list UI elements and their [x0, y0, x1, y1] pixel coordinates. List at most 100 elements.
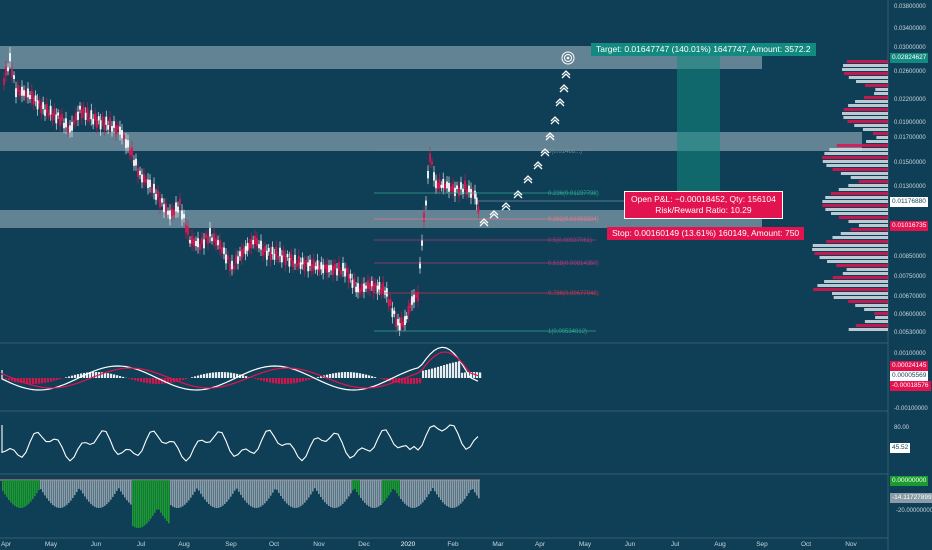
osc-bar: [82, 480, 84, 494]
macd-hist-bar: [23, 378, 26, 384]
candle-body: [370, 280, 373, 287]
osc-bar: [294, 480, 296, 508]
projection-arrow: [545, 132, 555, 141]
macd-hist-bar: [50, 378, 53, 382]
candle-body: [117, 125, 119, 130]
macd-hist-bar: [35, 378, 38, 384]
macd-hist-bar: [455, 361, 458, 378]
osc-bar: [292, 480, 294, 508]
volume-profile-bar: [838, 188, 888, 191]
osc-bar: [276, 480, 278, 490]
stop-label[interactable]: Stop: 0.00160149 (13.61%) 160149, Amount…: [607, 227, 805, 240]
target-ring-icon: [561, 51, 575, 65]
osc-bar: [420, 480, 422, 505]
candle-body: [57, 112, 60, 116]
osc-bar: [102, 480, 104, 508]
osc-bar: [372, 480, 374, 508]
candle-body: [94, 113, 96, 121]
volume-profile-bar: [843, 116, 888, 119]
projection-arrow: [523, 175, 533, 184]
macd-hist-bar: [146, 378, 149, 384]
candle-body: [400, 317, 403, 326]
candle-body: [233, 265, 235, 270]
osc-bar: [304, 480, 306, 503]
osc-bar: [454, 480, 456, 508]
volume-profile-bar: [858, 180, 888, 183]
price-tick: 0.02200000: [894, 97, 926, 103]
osc-bar: [10, 480, 12, 503]
candle-body: [38, 100, 41, 104]
osc-bar: [386, 480, 388, 499]
time-label: Sep: [225, 541, 237, 548]
macd-hist-bar: [257, 378, 260, 380]
osc-bar: [282, 480, 284, 499]
candle-body: [436, 183, 439, 189]
candle-body: [380, 288, 383, 295]
macd-hist-bar: [353, 372, 356, 378]
macd-hist-bar: [395, 378, 398, 383]
candle-body: [123, 135, 125, 139]
macd-hist-bar: [305, 378, 308, 381]
osc-bar: [338, 480, 340, 507]
osc-bar: [408, 480, 410, 507]
osc-bar: [178, 480, 180, 508]
target-label[interactable]: Target: 0.01647747 (140.01%) 1647747, Am…: [591, 43, 816, 56]
osc-bar: [470, 480, 472, 490]
volume-profile-bar: [842, 68, 888, 71]
macd-hist-bar: [263, 378, 266, 382]
osc-bar: [30, 480, 32, 502]
signal-line: [1, 351, 479, 389]
osc-bar: [416, 480, 418, 508]
target-area: [677, 50, 720, 208]
candle-body: [286, 253, 289, 258]
osc-bar: [220, 480, 222, 507]
price-tick: 0.01700000: [894, 135, 926, 141]
macd-hist-bar: [227, 372, 230, 378]
candle-body: [55, 114, 58, 124]
osc-bar: [376, 480, 378, 508]
candle-body: [477, 206, 480, 214]
volume-profile-bar: [865, 84, 888, 87]
osc-bar: [196, 480, 198, 489]
osc-bar: [268, 480, 270, 499]
macd-hist-bar: [170, 378, 173, 383]
open-price-tag: 0.01176880: [890, 197, 928, 207]
fib-level-label: 1(0.00534812): [548, 329, 587, 335]
osc-bar: [56, 480, 58, 508]
candle-body: [372, 283, 375, 293]
macd-hist-bar: [344, 372, 347, 378]
macd-hist-bar: [440, 365, 443, 378]
volume-profile-bar: [822, 160, 888, 163]
candle-body: [336, 268, 338, 276]
candle-body: [193, 238, 195, 246]
macd-hist-bar: [119, 376, 122, 378]
osc-bar: [228, 480, 230, 500]
osc-bar: [122, 480, 124, 495]
candle-body: [51, 113, 54, 121]
osc-bar: [348, 480, 350, 497]
macd-hist-bar: [347, 372, 350, 378]
macd-hist-bar: [386, 378, 389, 381]
osc-bar: [452, 480, 454, 508]
osc-bar: [286, 480, 288, 504]
osc-bar: [124, 480, 126, 498]
candle-body: [99, 120, 102, 130]
volume-profile-bar: [856, 80, 888, 83]
osc-bar: [256, 480, 258, 508]
pnl-label[interactable]: Open P&L: −0.00018452, Qty: 156104 Risk/…: [624, 191, 783, 219]
volume-profile-bar: [874, 312, 888, 315]
time-label: 2020: [401, 541, 416, 548]
macd-hist-bar: [443, 365, 446, 378]
osc-bar: [114, 480, 116, 495]
candle-body: [316, 260, 319, 270]
macd-hist-bar: [326, 374, 329, 378]
osc-bar: [318, 480, 320, 495]
candle-body: [440, 184, 443, 188]
time-label: Oct: [801, 541, 811, 548]
osc-bar: [448, 480, 450, 508]
osc-bar: [92, 480, 94, 506]
candle-body: [312, 259, 315, 269]
osc-bar: [206, 480, 208, 502]
